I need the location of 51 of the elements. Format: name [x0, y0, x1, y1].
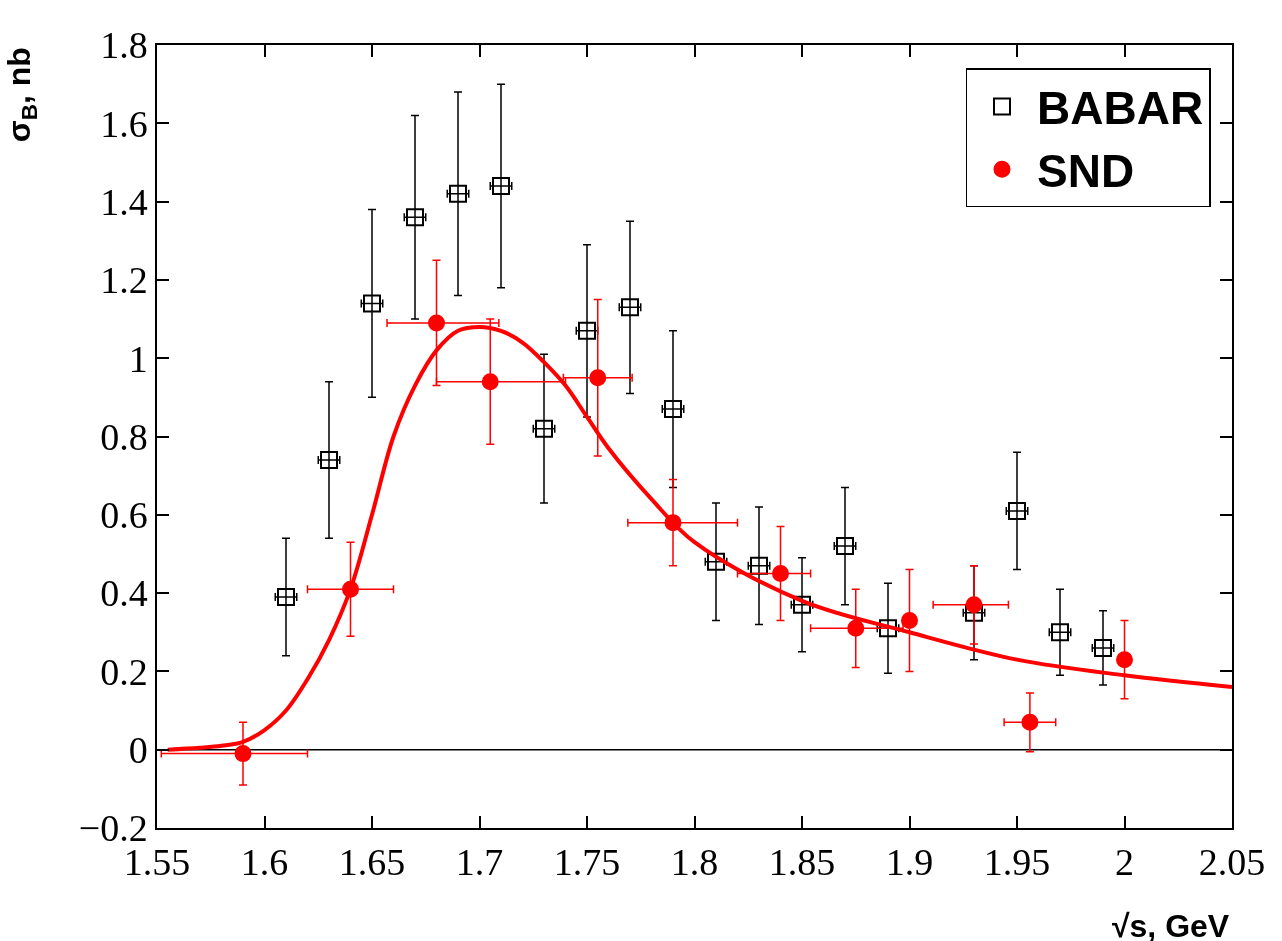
point	[965, 603, 983, 622]
point	[664, 400, 682, 419]
x-tick-label: 1.65	[338, 841, 406, 884]
y-tick-label: 0.2	[100, 650, 148, 693]
legend-label: SND	[1037, 145, 1135, 198]
point	[836, 537, 854, 556]
point	[578, 321, 596, 340]
point	[1008, 501, 1026, 520]
point	[481, 373, 499, 391]
point	[492, 176, 510, 195]
x-tick-label: 2.05	[1198, 841, 1266, 884]
point	[1094, 638, 1112, 657]
point	[406, 208, 424, 227]
point	[449, 184, 467, 203]
y-tick-label: 1	[128, 337, 148, 380]
point	[772, 565, 789, 583]
y-tick-label: 0	[128, 729, 148, 771]
y-tick-label: 1.8	[100, 24, 148, 67]
y-tick-label: 0.6	[100, 494, 148, 537]
x-tick-label: 1.8	[670, 841, 719, 884]
point	[793, 595, 811, 614]
y-tick-label: 1.6	[100, 102, 148, 145]
point	[1051, 623, 1069, 642]
y-tick-label: 1.4	[100, 180, 148, 223]
point	[847, 619, 865, 637]
point	[879, 619, 897, 638]
x-tick-label: 1.9	[885, 841, 934, 884]
x-tick-label: 1.85	[768, 841, 836, 884]
point	[589, 369, 607, 387]
x-tick-label: 1.6	[240, 841, 289, 884]
point	[277, 588, 295, 607]
point	[707, 552, 725, 571]
point	[428, 314, 445, 332]
y-tick-label: 1.2	[100, 259, 148, 302]
x-tick-label: 1.7	[455, 841, 504, 884]
point	[901, 612, 918, 629]
x-tick-label: 2	[1115, 841, 1134, 884]
legend-label: BABAR	[1037, 82, 1204, 135]
x-tick-label: 1.75	[553, 841, 621, 884]
point	[535, 419, 553, 438]
y-tick-label: 0.8	[100, 415, 148, 458]
point	[1116, 651, 1133, 669]
point	[621, 298, 639, 317]
point	[363, 294, 381, 313]
point	[320, 450, 338, 469]
point	[234, 745, 252, 763]
point	[965, 596, 983, 614]
y-tick-label: 0.4	[100, 572, 148, 615]
x-tick-label: 1.95	[983, 841, 1051, 884]
point	[1021, 713, 1039, 731]
point	[750, 556, 768, 575]
